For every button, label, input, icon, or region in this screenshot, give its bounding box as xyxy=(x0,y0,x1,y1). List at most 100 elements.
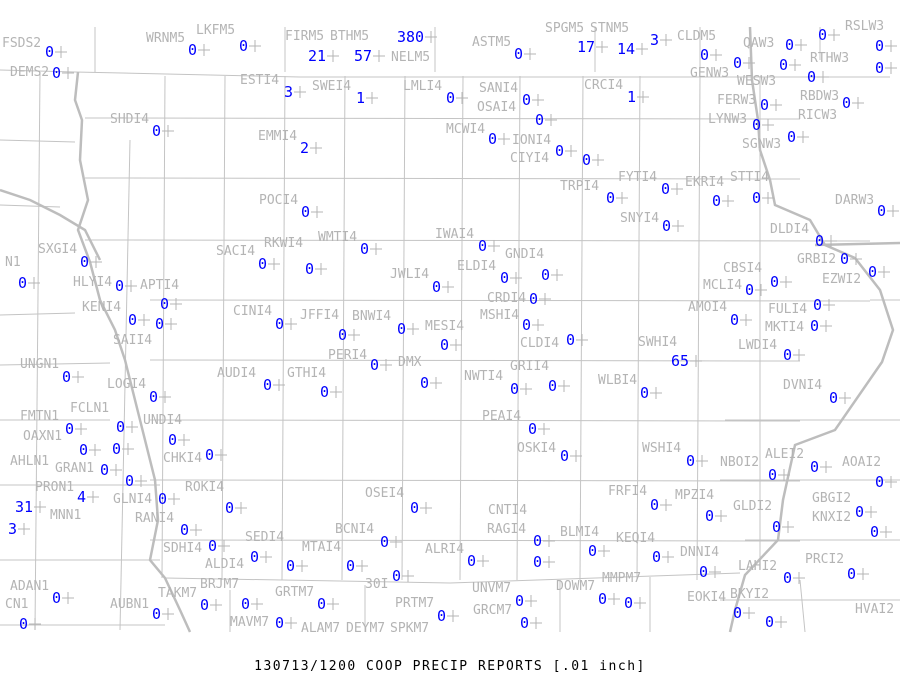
precip-value-group: 0 xyxy=(370,356,392,374)
station-id-label: RKWI4 xyxy=(264,236,303,251)
station-label-group: WSHI4 xyxy=(642,441,681,456)
station-lmli4: 0 LMLI4 xyxy=(403,79,468,107)
station-firm5: 21 FIRM5 xyxy=(285,29,339,65)
station-label-group: GRTM7 xyxy=(275,585,314,600)
county-line xyxy=(0,69,76,73)
station-label-group: ALEI2 xyxy=(765,447,804,462)
station-fyti4: 0 FYTI4 xyxy=(618,170,683,198)
station-marker-icon xyxy=(539,293,551,305)
station-blmi4: 0 BLMI4 xyxy=(560,525,610,560)
station-marker-icon xyxy=(126,421,138,433)
station-label-group: RBDW3 xyxy=(800,89,839,104)
county-line xyxy=(84,117,801,120)
station-fcln1: 0 FCLN1 xyxy=(70,401,138,436)
precip-value-group: 0 xyxy=(180,521,202,539)
precip-value-group: 3 xyxy=(8,520,30,538)
precip-value: 0 xyxy=(263,376,272,394)
precip-value-group: 0 xyxy=(783,346,805,364)
station-id-label: SWEI4 xyxy=(312,79,351,94)
precip-value: 0 xyxy=(768,466,777,484)
station-marker-icon xyxy=(251,598,263,610)
precip-value-group: 0 xyxy=(100,461,122,479)
station-label-group: SWHI4 xyxy=(638,335,677,350)
station-label-group: BNWI4 xyxy=(352,309,391,324)
station-label-group: UNGN1 xyxy=(20,357,59,372)
station-marker-icon xyxy=(235,502,247,514)
precip-value-group: 0 xyxy=(733,54,755,72)
station-id-label: CLDI4 xyxy=(520,336,559,351)
county-line xyxy=(119,139,131,631)
station-nboi2: 0 NBOI2 xyxy=(720,455,790,484)
precip-value: 0 xyxy=(160,295,169,313)
station-label-group: SPGM5 xyxy=(545,21,584,36)
station-marker-icon xyxy=(820,461,832,473)
precip-value-group: 0 xyxy=(606,189,628,207)
precip-value-group: 0 xyxy=(488,130,510,148)
station-id-label: DNNI4 xyxy=(680,545,719,560)
station-label-group: CHKI4 xyxy=(163,451,202,466)
station-id-label: DMX xyxy=(398,355,422,370)
precip-value: 0 xyxy=(785,36,794,54)
station-marker-icon xyxy=(330,386,342,398)
station-id-label: SACI4 xyxy=(216,244,255,259)
precip-value-group: 0 xyxy=(320,383,342,401)
station-id-label: GNDI4 xyxy=(505,247,544,262)
precip-value-group: 0 xyxy=(155,315,177,333)
precip-value: 0 xyxy=(467,552,476,570)
station-label-group: EMMI4 xyxy=(258,129,297,144)
station-mesi4: 0 MESI4 xyxy=(425,319,464,354)
station-sani4: 0 SANI4 xyxy=(479,81,544,109)
precip-value: 0 xyxy=(317,595,326,613)
precip-value: 0 xyxy=(112,440,121,458)
station-label-group: ADAN1 xyxy=(10,579,49,594)
station-id-label: FRFI4 xyxy=(608,484,647,499)
station-marker-icon xyxy=(722,195,734,207)
precip-value: 0 xyxy=(80,253,89,271)
station-label-group: IWAI4 xyxy=(435,227,474,242)
station-label-group: DEYM7 xyxy=(346,621,385,636)
station-id-label: STNM5 xyxy=(590,21,629,36)
station-id-label: AHLN1 xyxy=(10,454,49,469)
station-unlabeled: 0 xyxy=(112,440,134,458)
station-marker-icon xyxy=(637,91,649,103)
station-id-label: SXGI4 xyxy=(38,242,77,257)
station-marker-icon xyxy=(598,545,610,557)
station-marker-icon xyxy=(190,524,202,536)
station-dnni4: 0 DNNI4 xyxy=(680,545,721,581)
station-grcm7: 0 GRCM7 xyxy=(473,603,542,632)
station-label-group: MTAI4 xyxy=(302,540,341,555)
precip-value-group: 0 xyxy=(275,315,297,333)
station-label-group: DVNI4 xyxy=(783,378,822,393)
precip-value: 0 xyxy=(541,266,550,284)
station-id-label: RANI4 xyxy=(135,511,174,526)
station-id-label: JWLI4 xyxy=(390,267,429,282)
station-id-label: CINI4 xyxy=(233,304,272,319)
precip-value-group: 0 xyxy=(18,274,40,292)
station-id-label: CRCI4 xyxy=(584,78,623,93)
precip-value-group: 380 xyxy=(397,28,437,46)
station-id-label: SGNW3 xyxy=(742,137,781,152)
precip-value-group: 0 xyxy=(760,96,782,114)
station-marker-icon xyxy=(576,334,588,346)
station-marker-icon xyxy=(634,597,646,609)
precip-value-group: 0 xyxy=(116,418,138,436)
station-id-label: FIRM5 xyxy=(285,29,324,44)
station-label-group: AOAI2 xyxy=(842,455,881,470)
station-id-label: LYNW3 xyxy=(708,112,747,127)
station-marker-icon xyxy=(636,43,648,55)
state-line xyxy=(814,241,900,247)
station-id-label: KEQI4 xyxy=(616,531,655,546)
station-marker-icon xyxy=(125,280,137,292)
county-line xyxy=(149,299,871,302)
station-marker-icon xyxy=(425,31,437,43)
station-marker-icon xyxy=(551,269,563,281)
precip-value: 0 xyxy=(779,56,788,74)
station-marker-icon xyxy=(780,276,792,288)
